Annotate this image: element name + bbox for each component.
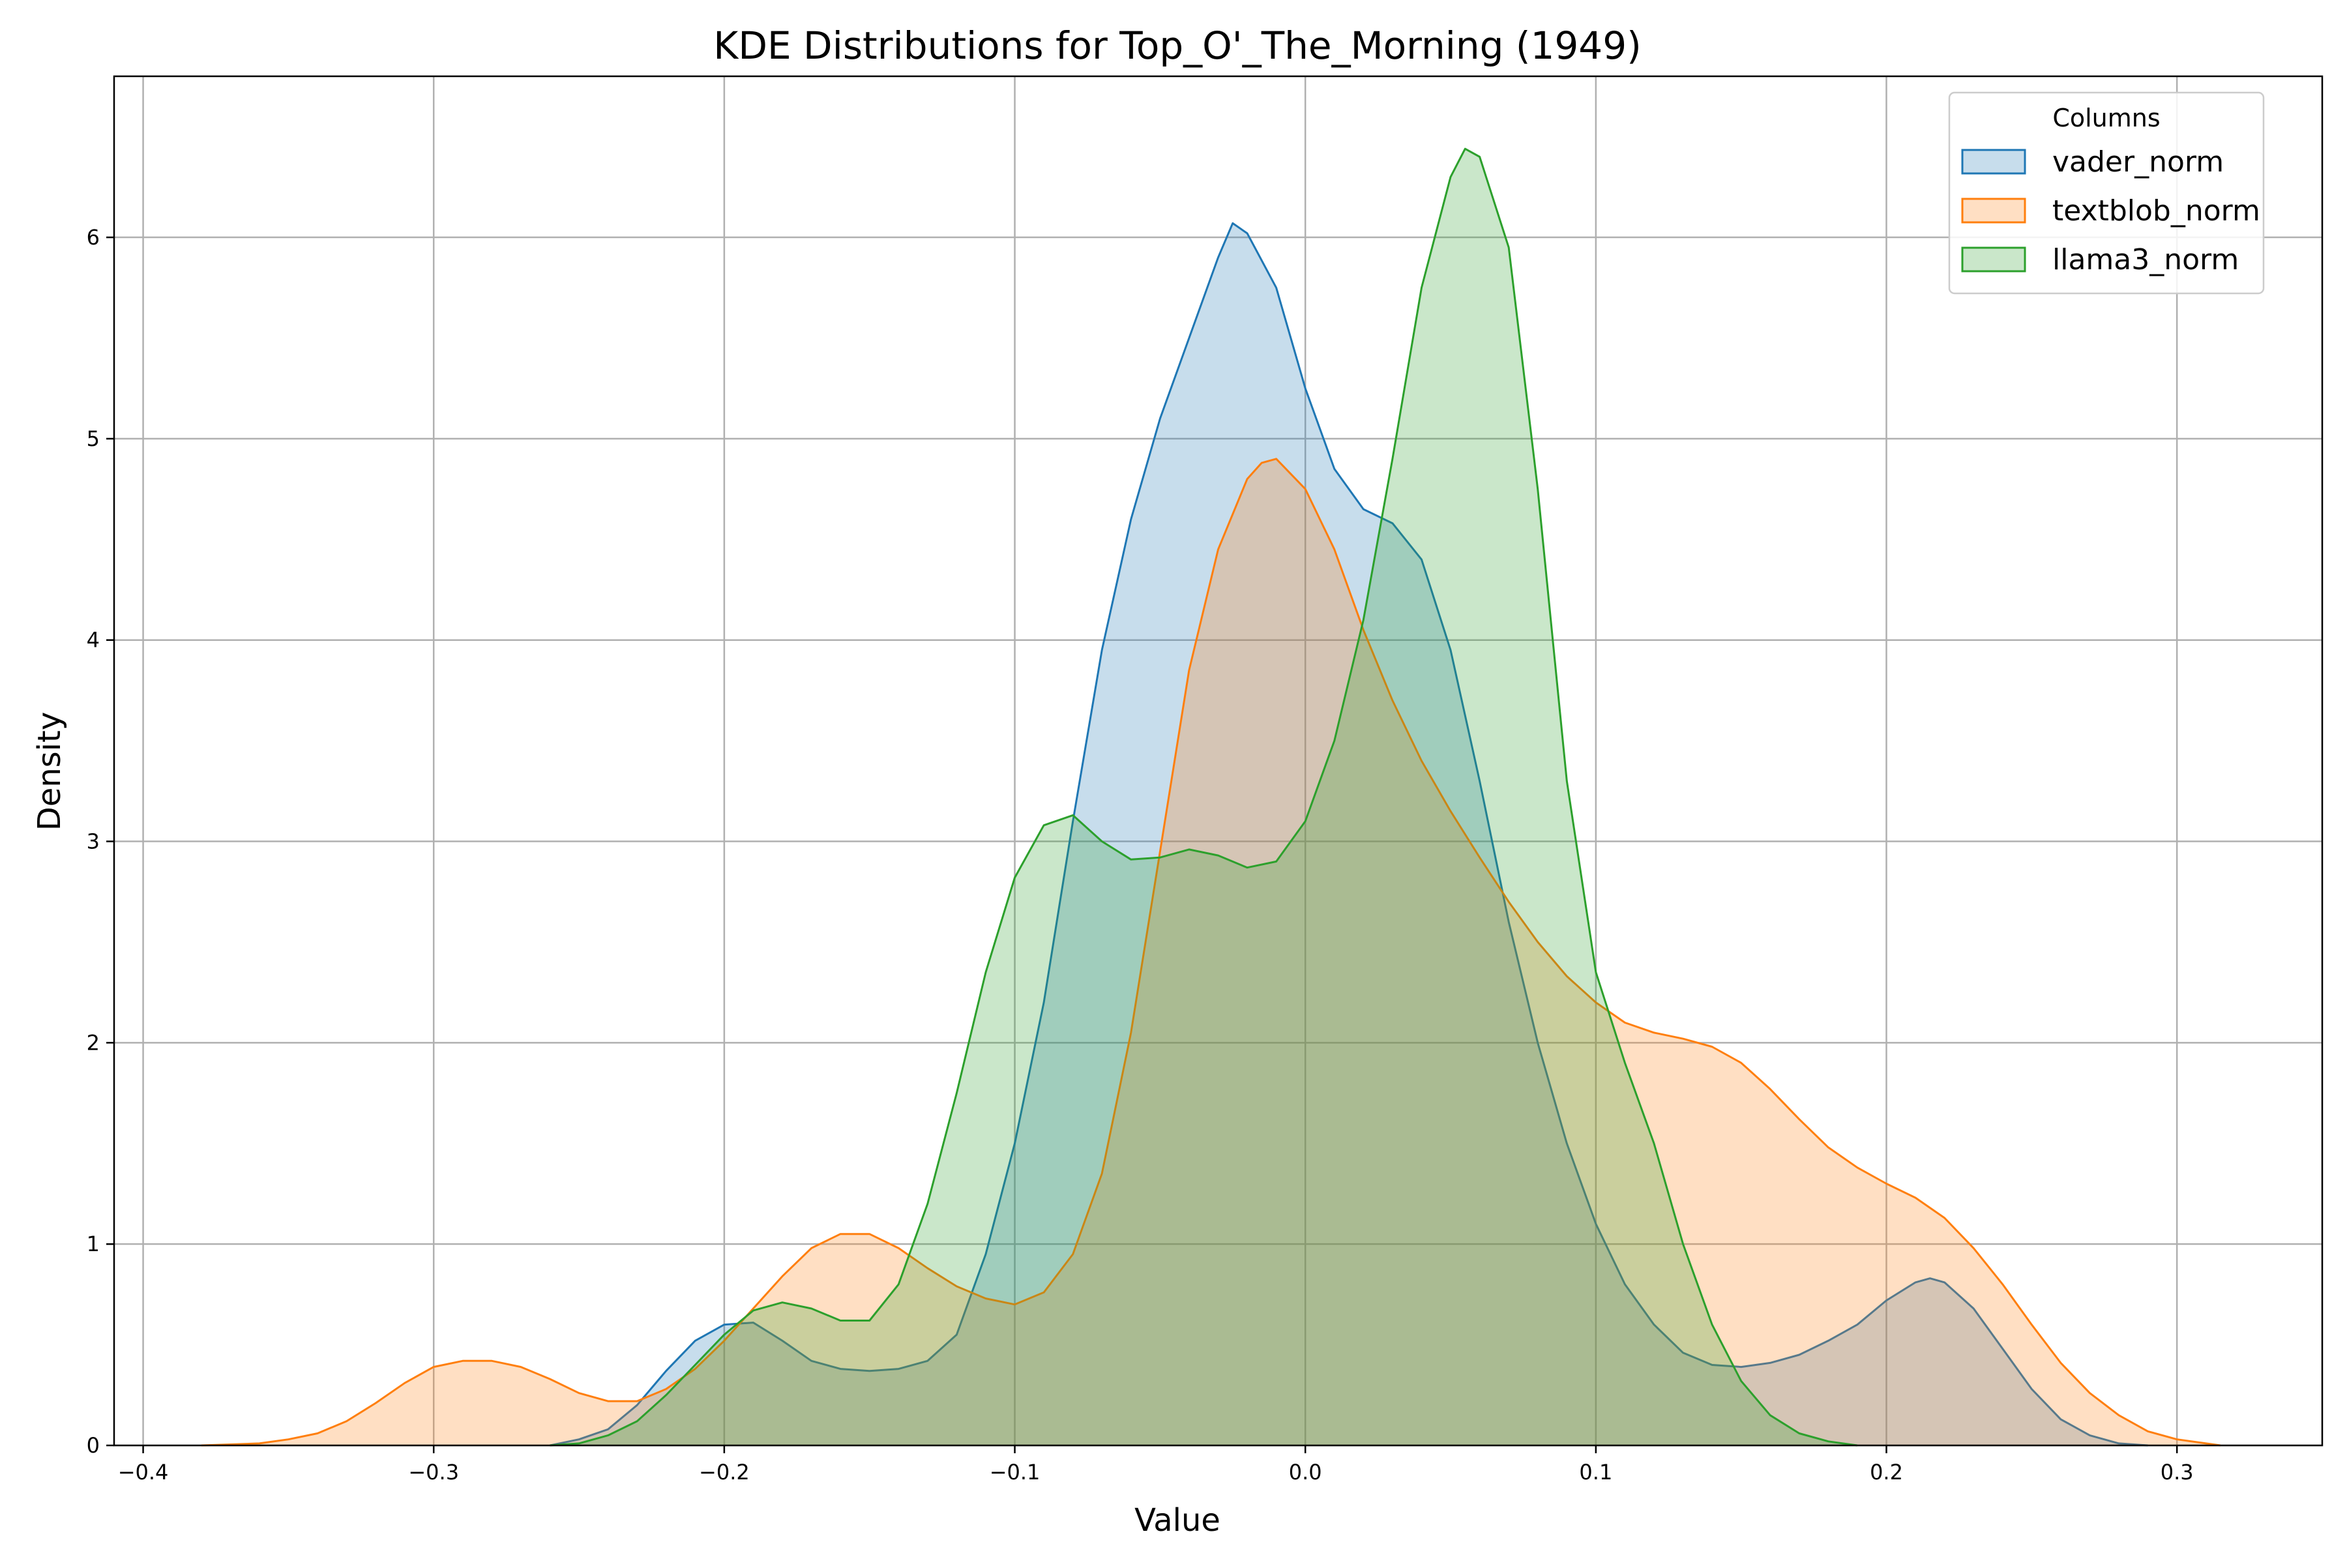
- legend-title: Columns: [2052, 104, 2160, 132]
- series-area-vader_norm: [550, 223, 2148, 1445]
- x-tick-label: 0.0: [1289, 1460, 1322, 1485]
- plot-frame: [113, 75, 2324, 1447]
- y-tick-label: 0: [87, 1433, 100, 1458]
- x-axis-title: Value: [1134, 1502, 1220, 1539]
- legend-swatch-vader_norm: [1961, 149, 2026, 175]
- x-tick-label: 0.3: [2161, 1460, 2194, 1485]
- legend-label-llama3_norm: llama3_norm: [2052, 243, 2239, 276]
- series-areas: [201, 147, 2221, 1447]
- legend-swatch-textblob_norm: [1961, 198, 2026, 224]
- y-tick-label: 5: [87, 426, 100, 451]
- series-area-llama3_norm: [550, 149, 1857, 1446]
- legend-box: [1948, 91, 2265, 295]
- axis-ticks: −0.4 −0.3 −0.2 −0.1 0.0 0.1 0.2 0.3 0 1 2 3 4 5 6: [87, 225, 2194, 1485]
- series-line-textblob_norm: [201, 458, 2221, 1447]
- chart-title: KDE Distributions for Top_O'_The_Morning…: [713, 23, 1641, 68]
- y-tick-label: 1: [87, 1232, 100, 1256]
- series-area-textblob_norm: [201, 458, 2221, 1445]
- y-tick-label: 3: [87, 829, 100, 854]
- x-tick-label: 0.1: [1579, 1460, 1612, 1485]
- series-line-vader_norm: [550, 222, 2148, 1447]
- y-axis-title: Density: [31, 712, 68, 831]
- legend-items: vader_norm textblob_norm llama3_norm: [1961, 145, 2260, 276]
- y-tick-label: 2: [87, 1030, 100, 1055]
- x-tick-label: 0.2: [1870, 1460, 1903, 1485]
- legend-label-vader_norm: vader_norm: [2052, 145, 2224, 179]
- y-tick-label: 4: [87, 628, 100, 653]
- x-tick-label: −0.2: [699, 1460, 750, 1485]
- legend-label-textblob_norm: textblob_norm: [2052, 194, 2260, 228]
- x-tick-label: −0.1: [990, 1460, 1041, 1485]
- x-tick-label: −0.3: [408, 1460, 459, 1485]
- legend-swatch-llama3_norm: [1961, 246, 2026, 273]
- series-line-llama3_norm: [550, 147, 1858, 1447]
- legend: Columns vader_norm textblob_norm llama3_no…: [1948, 91, 2265, 295]
- y-tick-label: 6: [87, 225, 100, 250]
- x-tick-label: −0.4: [118, 1460, 169, 1485]
